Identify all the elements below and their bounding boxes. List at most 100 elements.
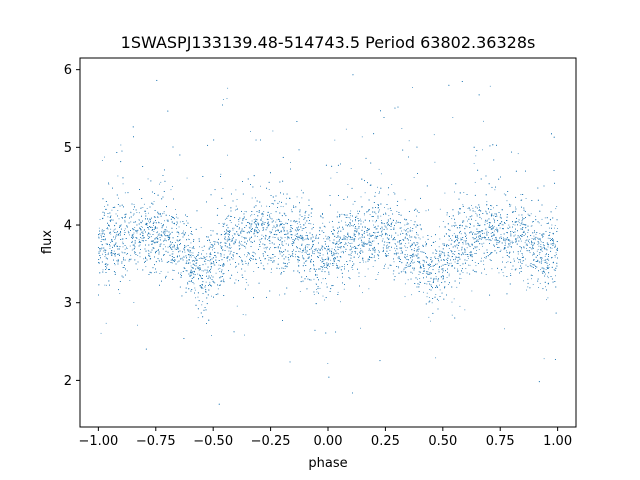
data-point (369, 241, 370, 243)
data-point (374, 221, 376, 223)
data-point (235, 209, 236, 211)
data-point (544, 217, 546, 219)
data-point (427, 273, 429, 275)
data-point (425, 241, 426, 243)
data-point (244, 237, 246, 239)
data-point (347, 242, 349, 244)
data-point (543, 271, 545, 273)
data-point (214, 255, 215, 256)
data-point (122, 246, 124, 248)
data-point (532, 254, 533, 256)
data-point (162, 213, 163, 215)
data-point (174, 248, 176, 250)
data-point (309, 271, 311, 272)
data-point (381, 228, 383, 230)
data-point (437, 280, 439, 282)
data-point (400, 253, 402, 255)
data-point (263, 229, 264, 230)
data-point (395, 243, 396, 245)
data-point (212, 249, 213, 251)
data-point (485, 257, 487, 259)
data-point (197, 266, 199, 268)
data-point (190, 252, 192, 254)
data-point (408, 223, 410, 225)
data-point (306, 260, 308, 262)
data-point (405, 246, 407, 248)
data-point (494, 229, 496, 230)
data-point (500, 234, 502, 235)
data-point (190, 271, 192, 273)
data-point (251, 220, 253, 222)
data-point (304, 215, 306, 217)
data-point (277, 246, 279, 247)
data-point (140, 221, 142, 223)
data-point (414, 244, 416, 246)
data-point (314, 269, 316, 270)
data-point (530, 225, 532, 227)
data-point (223, 278, 225, 280)
data-point (521, 199, 523, 201)
data-point (143, 203, 145, 205)
data-point (448, 248, 450, 249)
data-point (364, 226, 366, 228)
data-point (491, 205, 493, 207)
data-point (130, 259, 132, 261)
data-point (530, 213, 532, 215)
data-point (433, 277, 435, 279)
data-point (119, 232, 121, 234)
data-point (220, 271, 222, 273)
data-point (121, 261, 123, 262)
data-point (420, 266, 422, 268)
data-point (306, 232, 307, 234)
data-point (196, 262, 198, 264)
data-point (498, 239, 500, 241)
data-point (360, 196, 362, 198)
data-point (388, 215, 390, 217)
data-point (217, 288, 219, 290)
data-point (122, 241, 124, 243)
data-point (251, 197, 253, 199)
data-point (523, 280, 524, 282)
data-point (378, 258, 380, 259)
data-point (154, 242, 156, 244)
data-point (184, 234, 186, 235)
data-point (363, 241, 365, 243)
data-point (298, 239, 300, 241)
data-point (203, 256, 205, 257)
data-point (229, 253, 231, 255)
data-point (335, 237, 337, 238)
data-point (310, 216, 312, 217)
data-point (360, 248, 362, 250)
data-point (481, 257, 482, 259)
data-point (164, 231, 166, 233)
data-point (460, 233, 462, 235)
data-point (310, 223, 312, 225)
data-point (521, 228, 523, 230)
data-point (297, 236, 299, 238)
data-point (315, 289, 317, 290)
data-point (210, 244, 212, 246)
data-point (478, 236, 480, 237)
data-point (389, 249, 391, 251)
data-point (336, 252, 338, 254)
data-point (366, 243, 367, 245)
data-point (467, 208, 469, 209)
data-point (495, 237, 497, 239)
data-point (540, 224, 542, 226)
data-point (339, 215, 341, 217)
data-point (420, 229, 422, 231)
data-point (168, 236, 170, 238)
data-point (183, 233, 185, 235)
data-point (248, 221, 249, 223)
data-point (529, 247, 531, 248)
data-point (364, 275, 366, 277)
data-point (494, 213, 496, 215)
data-point (295, 256, 296, 258)
data-point (294, 234, 296, 236)
data-point (214, 264, 216, 266)
data-point (262, 221, 264, 223)
data-point (373, 247, 375, 249)
data-point (489, 239, 491, 240)
data-point (352, 238, 354, 240)
data-point (422, 236, 424, 238)
